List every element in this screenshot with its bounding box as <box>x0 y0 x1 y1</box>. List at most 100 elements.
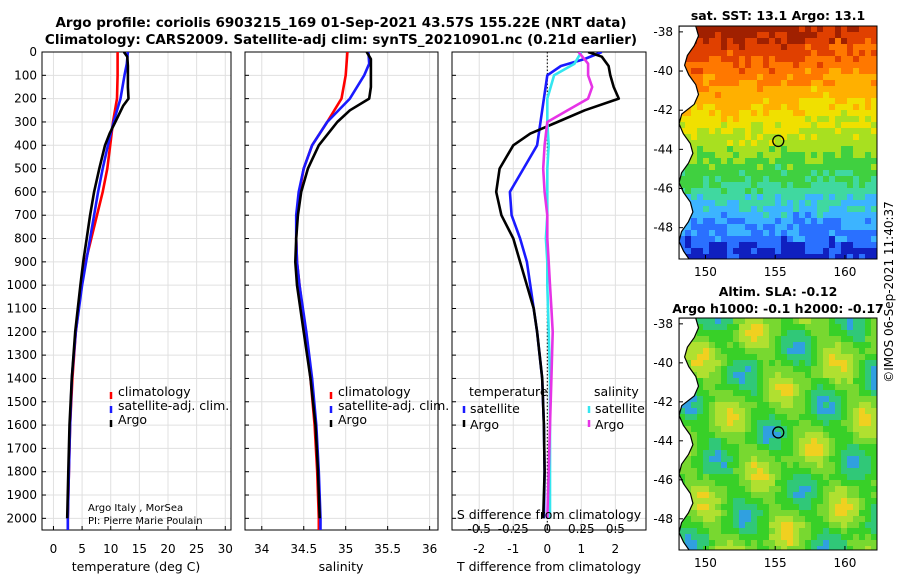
map-cell <box>703 516 709 522</box>
map-cell <box>835 438 841 444</box>
map-cell <box>775 402 781 408</box>
map-cell <box>715 498 721 504</box>
map-cell <box>847 396 853 402</box>
map-cell <box>763 390 769 396</box>
map-cell <box>739 468 745 474</box>
map-cell <box>853 342 859 348</box>
map-cell <box>715 86 721 92</box>
map-cell <box>829 510 835 516</box>
map-cell <box>745 182 751 188</box>
map-cell <box>757 200 763 206</box>
map-cell <box>769 390 775 396</box>
ytick-label: 2000 <box>6 511 37 525</box>
map-cell <box>847 134 853 140</box>
map-cell <box>769 44 775 50</box>
map-cell <box>721 98 727 104</box>
map-cell <box>811 146 817 152</box>
map-cell <box>823 128 829 134</box>
map-cell <box>739 44 745 50</box>
map-cell <box>817 378 823 384</box>
map-cell <box>769 104 775 110</box>
map-cell <box>769 540 775 546</box>
map-cell <box>793 134 799 140</box>
map-cell <box>751 534 757 540</box>
map-cell <box>727 348 733 354</box>
map-cell <box>793 348 799 354</box>
map-cell <box>865 414 871 420</box>
map-cell <box>703 188 709 194</box>
map-cell <box>859 62 865 68</box>
map-cell <box>811 98 817 104</box>
map-cell <box>781 98 787 104</box>
map-cell <box>709 414 715 420</box>
map-cell <box>799 38 805 44</box>
map-cell <box>751 200 757 206</box>
map-cell <box>817 522 823 528</box>
map-cell <box>685 164 691 170</box>
map-cell <box>853 128 859 134</box>
map-cell <box>817 104 823 110</box>
map-cell <box>727 224 733 230</box>
map-cell <box>715 80 721 86</box>
map-cell <box>853 522 859 528</box>
map-cell <box>823 236 829 242</box>
map-cell <box>775 152 781 158</box>
figure-title-line1: Argo profile: coriolis 6903215_169 01-Se… <box>55 15 626 31</box>
map-cell <box>793 164 799 170</box>
map-cell <box>763 98 769 104</box>
map-cell <box>733 164 739 170</box>
map-cell <box>847 200 853 206</box>
map-cell <box>865 164 871 170</box>
map-cell <box>715 248 721 254</box>
map-cell <box>823 50 829 56</box>
map-cell <box>775 56 781 62</box>
map-cell <box>727 360 733 366</box>
map-cell <box>727 330 733 336</box>
map-cell <box>787 68 793 74</box>
map-cell <box>865 330 871 336</box>
map-cell <box>757 86 763 92</box>
map-cell <box>745 38 751 44</box>
map-cell <box>829 206 835 212</box>
map-cell <box>793 492 799 498</box>
map-cell <box>703 378 709 384</box>
map-cell <box>787 212 793 218</box>
map-cell <box>841 212 847 218</box>
map-cell <box>745 176 751 182</box>
map-cell <box>715 74 721 80</box>
map-cell <box>835 336 841 342</box>
map-cell <box>715 170 721 176</box>
map-cell <box>745 194 751 200</box>
map-cell <box>709 218 715 224</box>
legend-label-satellite: satellite-adj. clim. <box>118 398 229 413</box>
map-cell <box>745 354 751 360</box>
map-cell <box>871 480 877 486</box>
map-cell <box>835 236 841 242</box>
map-cell <box>835 510 841 516</box>
map-cell <box>697 342 703 348</box>
map-cell <box>697 206 703 212</box>
map-cell <box>805 254 811 259</box>
map-cell <box>709 366 715 372</box>
map-cell <box>823 74 829 80</box>
map-cell <box>781 384 787 390</box>
map-cell <box>817 200 823 206</box>
map-cell <box>721 158 727 164</box>
map-cell <box>715 546 721 550</box>
sla-map-panel: Altim. SLA: -0.12 Argo h1000: -0.1 h2000… <box>653 284 883 570</box>
map-cell <box>697 248 703 254</box>
map-cell <box>787 420 793 426</box>
map-cell <box>823 528 829 534</box>
map-cell <box>685 414 691 420</box>
map-cell <box>703 504 709 510</box>
map-cell <box>751 348 757 354</box>
map-cell <box>853 318 859 324</box>
map-cell <box>799 432 805 438</box>
map-cell <box>733 80 739 86</box>
map-cell <box>739 390 745 396</box>
map-cell <box>793 116 799 122</box>
map-cell <box>865 182 871 188</box>
map-cell <box>847 522 853 528</box>
map-cell <box>745 56 751 62</box>
map-cell <box>781 56 787 62</box>
